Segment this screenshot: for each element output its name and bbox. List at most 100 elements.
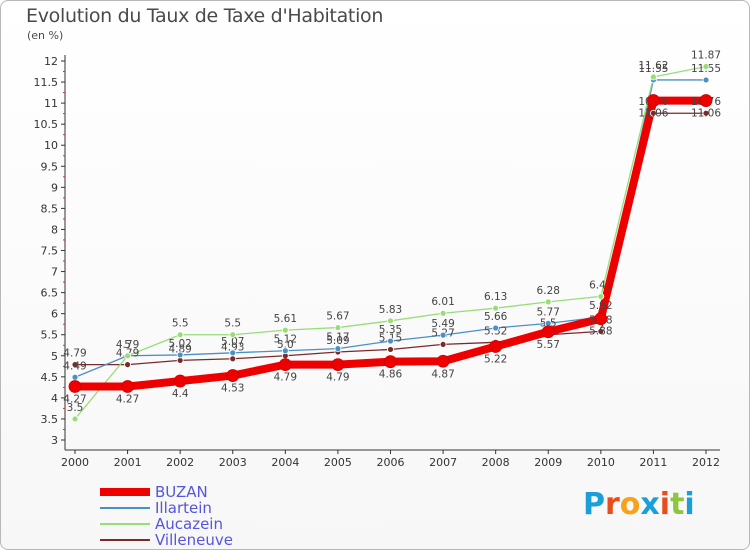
- data-point-aucazein: [71, 415, 79, 423]
- data-label-buzan: 4.53: [221, 383, 244, 395]
- data-point-aucazein: [387, 317, 394, 325]
- data-label-aucazein: 6.13: [484, 291, 507, 303]
- data-label-illartein: 5.02: [168, 338, 191, 350]
- x-tick-label: 2012: [692, 456, 720, 469]
- data-point-buzan: [436, 354, 450, 368]
- data-point-buzan: [699, 94, 713, 107]
- data-label-illartein: 11.55: [638, 63, 668, 75]
- unit-label: (en %): [27, 29, 64, 42]
- data-point-buzan: [278, 358, 292, 372]
- data-point-villeneuve: [702, 109, 710, 117]
- data-label-buzan: 4.86: [379, 369, 403, 381]
- y-tick-label: 11: [44, 97, 58, 110]
- legend-label: Illartein: [155, 499, 212, 517]
- data-label-illartein: 5.07: [221, 336, 244, 348]
- y-tick-label: 7: [51, 266, 58, 279]
- data-label-illartein: 5.12: [274, 334, 297, 346]
- data-point-illartein: [71, 373, 79, 381]
- legend-label: Aucazein: [155, 515, 223, 533]
- data-label-illartein: 4.79: [116, 339, 139, 351]
- data-point-villeneuve: [229, 355, 237, 363]
- brand-letter: x: [640, 487, 660, 522]
- data-point-villeneuve: [387, 346, 394, 353]
- data-point-buzan: [594, 312, 608, 326]
- data-point-illartein: [492, 324, 500, 332]
- y-tick-label: 8.5: [41, 202, 59, 215]
- legend-swatch: [100, 539, 150, 541]
- data-label-illartein: 5.49: [431, 318, 454, 330]
- brand-letter: o: [619, 487, 641, 522]
- data-label-aucazein: 3.5: [67, 402, 84, 414]
- x-tick-label: 2006: [377, 456, 405, 469]
- brand-letter: t: [670, 487, 685, 522]
- data-point-aucazein: [702, 63, 710, 70]
- data-label-buzan: 5.22: [484, 354, 507, 366]
- y-tick-label: 10.5: [34, 118, 59, 131]
- y-tick-label: 9.5: [41, 160, 59, 173]
- data-point-villeneuve: [650, 109, 657, 117]
- data-label-buzan: 5.88: [589, 326, 612, 338]
- data-point-villeneuve: [597, 327, 605, 335]
- data-label-illartein: 4.49: [63, 360, 86, 372]
- y-tick-label: 9: [51, 181, 58, 194]
- data-label-aucazein: 5: [124, 339, 131, 351]
- data-label-buzan: 5.57: [537, 339, 560, 351]
- data-label-buzan: 4.79: [326, 372, 349, 384]
- legend-label: BUZAN: [155, 483, 208, 501]
- data-point-buzan: [489, 340, 503, 353]
- data-point-illartein: [281, 347, 289, 355]
- data-label-villeneuve: 4.89: [168, 343, 191, 355]
- data-label-aucazein: 11.87: [691, 49, 721, 61]
- x-tick-label: 2000: [61, 456, 89, 469]
- chart-title: Evolution du Taux de Taxe d'Habitation: [26, 5, 384, 27]
- data-point-aucazein: [650, 73, 657, 81]
- data-point-illartein: [176, 351, 184, 359]
- data-label-buzan: 4.87: [431, 368, 454, 380]
- data-point-villeneuve: [439, 341, 447, 348]
- data-point-illartein: [229, 349, 237, 357]
- data-label-illartein: 5.17: [326, 332, 349, 344]
- x-tick-label: 2003: [219, 456, 247, 469]
- legend-swatch: [100, 523, 150, 525]
- y-tick-label: 7.5: [41, 245, 59, 258]
- data-label-aucazein: 11.62: [638, 60, 668, 72]
- data-label-buzan: 11.06: [691, 108, 721, 120]
- data-label-aucazein: 6.41: [589, 279, 612, 291]
- y-tick-label: 8: [51, 223, 58, 236]
- data-label-aucazein: 6.28: [537, 285, 560, 297]
- data-label-aucazein: 5.83: [379, 304, 402, 316]
- data-point-aucazein: [229, 331, 237, 339]
- x-tick-label: 2004: [271, 456, 299, 469]
- x-tick-label: 2001: [114, 456, 142, 469]
- brand-letter: i: [659, 487, 671, 522]
- data-label-villeneuve: 4.93: [221, 342, 244, 354]
- legend-swatch: [100, 507, 150, 509]
- data-label-illartein: 5.66: [484, 311, 508, 323]
- data-point-buzan: [173, 374, 187, 388]
- y-tick-label: 5.5: [41, 329, 59, 342]
- x-tick-label: 2008: [482, 456, 510, 469]
- legend-swatch: [100, 488, 150, 496]
- proxiti-logo: Proxiti: [583, 487, 695, 522]
- data-point-buzan: [384, 355, 397, 369]
- x-tick-label: 2007: [429, 456, 457, 469]
- x-tick-label: 2010: [587, 456, 615, 469]
- data-label-aucazein: 5.5: [172, 318, 189, 330]
- data-point-aucazein: [281, 326, 289, 334]
- legend-label: Villeneuve: [155, 531, 234, 549]
- x-tick-label: 2002: [166, 456, 194, 469]
- y-tick-label: 11.5: [34, 76, 59, 89]
- y-tick-label: 10: [44, 139, 58, 152]
- data-label-aucazein: 5.67: [326, 311, 349, 323]
- data-point-illartein: [702, 76, 710, 84]
- data-label-buzan: 4.27: [63, 394, 86, 406]
- data-label-buzan: 11.06: [638, 108, 668, 120]
- data-point-aucazein: [439, 309, 447, 317]
- data-point-illartein: [387, 337, 394, 345]
- data-label-buzan: 4.79: [274, 372, 297, 384]
- data-label-illartein: 5.77: [537, 306, 560, 318]
- y-tick-label: 4.5: [41, 371, 59, 384]
- data-point-buzan: [541, 325, 555, 339]
